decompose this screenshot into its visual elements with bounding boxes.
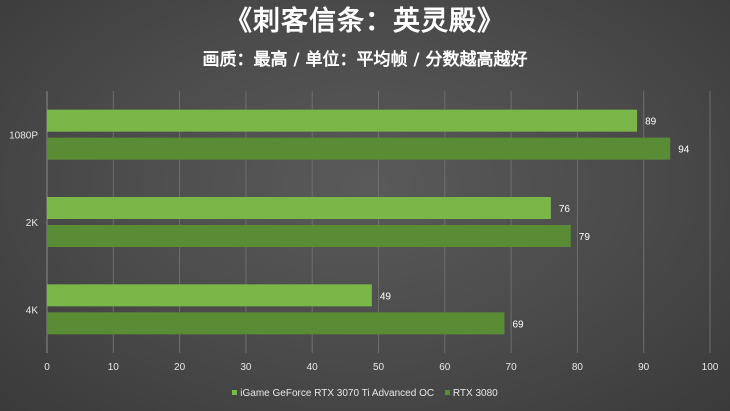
data-label: 76 (559, 204, 571, 215)
bar (47, 197, 551, 219)
x-tick-label: 0 (44, 362, 50, 373)
legend-swatch-series-2 (444, 389, 450, 395)
category-label: 4K (26, 305, 39, 316)
data-label: 69 (512, 319, 524, 330)
x-tick-label: 40 (307, 362, 319, 373)
chart-legend: iGame GeForce RTX 3070 Ti Advanced OC RT… (0, 387, 730, 401)
data-label: 79 (579, 232, 591, 243)
bar (47, 109, 638, 132)
bar (47, 137, 671, 160)
legend-label-series-1: iGame GeForce RTX 3070 Ti Advanced OC (240, 388, 435, 399)
legend-label-series-2: RTX 3080 (452, 388, 498, 399)
x-tick-label: 60 (439, 362, 451, 373)
bar (47, 284, 372, 307)
x-tick-label: 90 (638, 362, 650, 373)
x-tick-label: 30 (240, 362, 252, 373)
data-label: 89 (645, 117, 657, 128)
x-tick-label: 20 (174, 362, 186, 373)
chart-subtitle: 画质：最高 / 单位：平均帧 / 分数越高越好 (202, 50, 528, 70)
bar (47, 312, 505, 335)
legend-item-series-2: RTX 3080 (444, 387, 498, 401)
x-tick-label: 10 (108, 362, 120, 373)
x-tick-label: 100 (702, 362, 719, 373)
category-label: 1080P (9, 131, 38, 142)
bar (47, 225, 571, 247)
data-label: 94 (678, 145, 690, 156)
x-tick-label: 70 (506, 362, 518, 373)
x-tick-label: 80 (572, 362, 584, 373)
category-label: 2K (26, 218, 39, 229)
legend-swatch-series-1 (232, 389, 238, 395)
chart-title: 《刺客信条：英灵殿》 (225, 6, 505, 37)
x-tick-label: 50 (373, 362, 385, 373)
data-label: 49 (380, 291, 392, 302)
legend-item-series-1: iGame GeForce RTX 3070 Ti Advanced OC (232, 387, 434, 401)
